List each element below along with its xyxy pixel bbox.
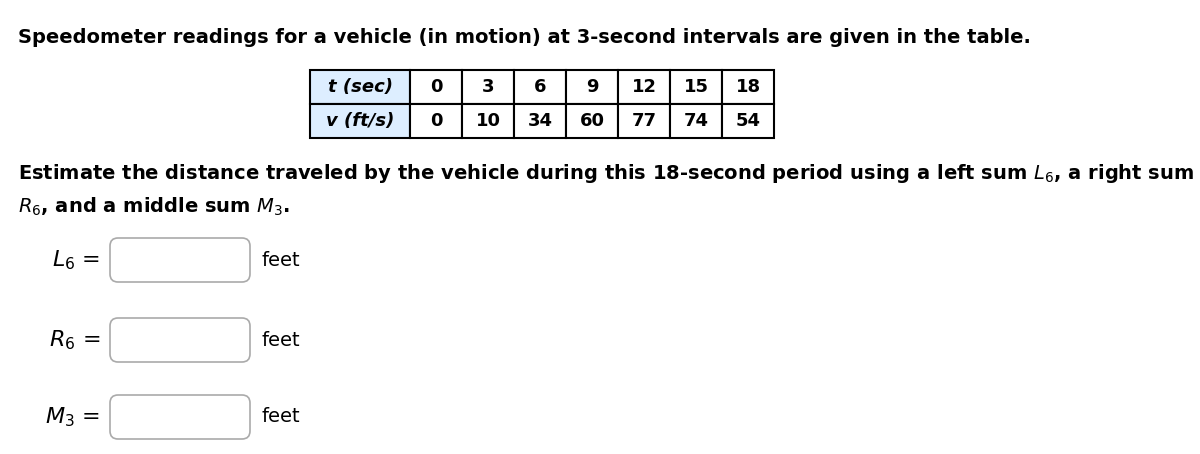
Text: 54: 54: [736, 112, 761, 130]
Bar: [670, 70, 722, 104]
Text: v (ft/s): v (ft/s): [326, 112, 394, 130]
Text: feet: feet: [262, 331, 301, 350]
Bar: [410, 104, 462, 138]
Text: 6: 6: [534, 78, 546, 96]
Text: $M_3$ =: $M_3$ =: [44, 405, 100, 429]
Text: $R_6$, and a middle sum $M_3$.: $R_6$, and a middle sum $M_3$.: [18, 196, 290, 218]
Bar: [462, 104, 514, 138]
Bar: [514, 70, 566, 104]
FancyBboxPatch shape: [110, 318, 250, 362]
Bar: [410, 70, 462, 104]
Bar: [618, 104, 670, 138]
Text: 10: 10: [475, 112, 500, 130]
Text: 74: 74: [684, 112, 708, 130]
Text: 0: 0: [430, 112, 443, 130]
Bar: [514, 104, 566, 138]
Text: $L_6$ =: $L_6$ =: [52, 248, 100, 272]
Text: Estimate the distance traveled by the vehicle during this 18-second period using: Estimate the distance traveled by the ve…: [18, 162, 1194, 185]
Bar: [462, 70, 514, 104]
FancyBboxPatch shape: [110, 395, 250, 439]
Text: 15: 15: [684, 78, 708, 96]
Text: 0: 0: [430, 78, 443, 96]
Text: feet: feet: [262, 408, 301, 426]
Bar: [566, 70, 618, 104]
Text: 77: 77: [631, 112, 656, 130]
Text: feet: feet: [262, 251, 301, 270]
Bar: [310, 70, 410, 104]
FancyBboxPatch shape: [110, 238, 250, 282]
Bar: [670, 104, 722, 138]
Text: 3: 3: [481, 78, 494, 96]
Bar: [722, 104, 774, 138]
Text: 9: 9: [586, 78, 599, 96]
Text: 12: 12: [631, 78, 656, 96]
Text: t (sec): t (sec): [328, 78, 392, 96]
Bar: [310, 104, 410, 138]
Bar: [618, 70, 670, 104]
Text: 34: 34: [528, 112, 552, 130]
Text: 18: 18: [736, 78, 761, 96]
Bar: [722, 70, 774, 104]
Text: 60: 60: [580, 112, 605, 130]
Text: Speedometer readings for a vehicle (in motion) at 3-second intervals are given i: Speedometer readings for a vehicle (in m…: [18, 28, 1031, 47]
Bar: [566, 104, 618, 138]
Text: $R_6$ =: $R_6$ =: [49, 328, 100, 352]
